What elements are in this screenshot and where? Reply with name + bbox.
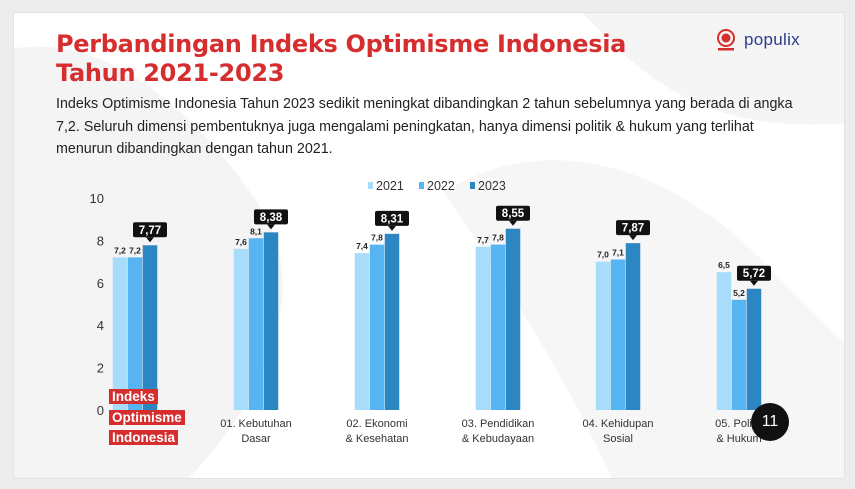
goodnews-seal-icon — [717, 29, 735, 51]
brand-tag: Indeks Optimisme Indonesia — [109, 386, 185, 448]
page-number: 11 — [751, 403, 789, 441]
description-text: Indeks Optimisme Indonesia Tahun 2023 se… — [56, 96, 793, 157]
brand-tag-word: Indonesia — [109, 430, 179, 445]
page-title: Perbandingan Indeks Optimisme Indonesia T… — [56, 30, 627, 87]
brand-tag-word: Indeks — [109, 389, 158, 404]
brand-tag-word: Optimisme — [109, 409, 185, 425]
populix-logo: populix — [744, 30, 800, 49]
